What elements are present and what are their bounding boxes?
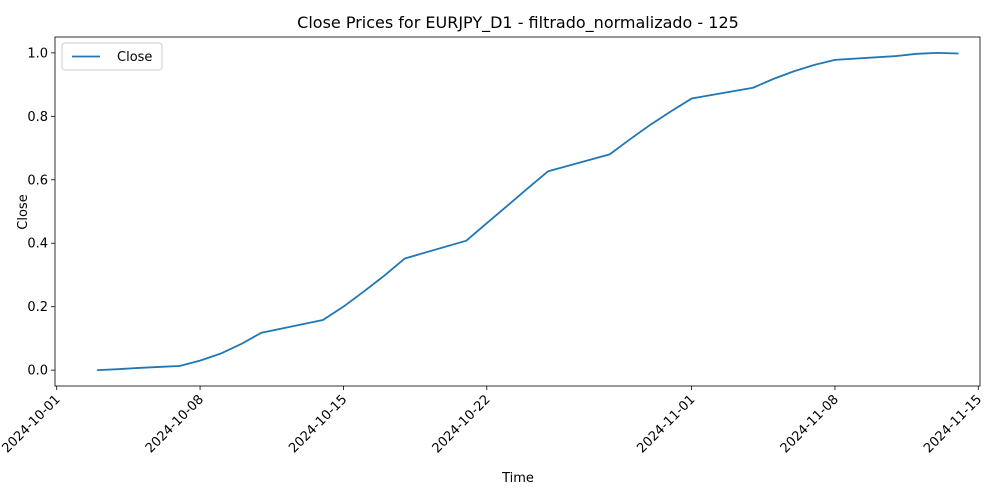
y-tick-label: 0.2 [27, 300, 48, 315]
x-tick-label: 2024-11-01 [634, 392, 698, 456]
x-tick-label: 2024-10-08 [143, 392, 207, 456]
y-axis: 0.0 0.2 0.4 0.6 0.8 1.0 [27, 46, 55, 379]
series-layer [96, 51, 959, 372]
x-axis: 2024-10-01 2024-10-08 2024-10-15 2024-10-22… [0, 386, 985, 456]
x-tick-label: 2024-10-01 [0, 392, 64, 456]
x-axis-title: Time [501, 471, 534, 486]
legend: Close [61, 42, 163, 71]
y-tick-label: 0.6 [27, 173, 48, 188]
plot-area [54, 36, 981, 387]
x-tick-label: 2024-11-15 [921, 392, 985, 456]
legend-label-close: Close [117, 50, 152, 65]
x-tick-label: 2024-11-08 [778, 392, 842, 456]
y-tick-label: 0.8 [27, 110, 48, 125]
y-tick-label: 1.0 [27, 46, 48, 61]
series-line-close [96, 51, 959, 372]
y-tick-label: 0.0 [27, 364, 48, 379]
chart-title: Close Prices for EURJPY_D1 - filtrado_no… [297, 13, 739, 33]
legend-box [61, 42, 163, 71]
y-tick-label: 0.4 [27, 237, 48, 252]
x-tick-label: 2024-10-22 [430, 392, 494, 456]
y-axis-title: Close [16, 194, 31, 229]
x-tick-label: 2024-10-15 [286, 392, 350, 456]
